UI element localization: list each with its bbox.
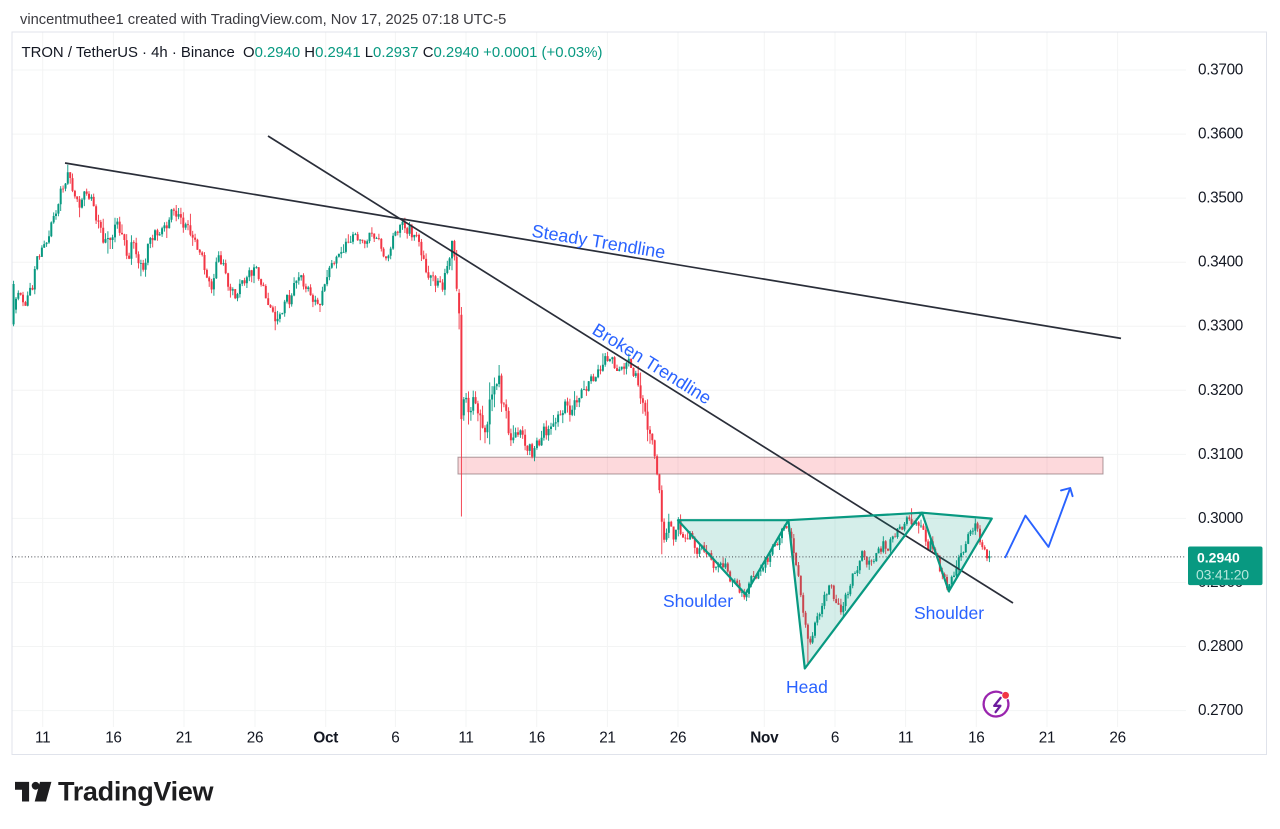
- svg-text:21: 21: [599, 730, 615, 747]
- svg-text:0.3000: 0.3000: [1198, 510, 1243, 527]
- svg-text:TRON / TetherUS · 4h · Binance: TRON / TetherUS · 4h · Binance O0.2940 H…: [22, 45, 603, 61]
- svg-text:Head: Head: [786, 677, 828, 697]
- svg-text:0.3200: 0.3200: [1198, 382, 1243, 399]
- svg-text:0.2800: 0.2800: [1198, 638, 1243, 655]
- svg-text:03:41:20: 03:41:20: [1196, 567, 1249, 583]
- svg-text:TradingView: TradingView: [58, 777, 215, 807]
- svg-text:11: 11: [35, 730, 50, 747]
- svg-text:26: 26: [1109, 730, 1125, 747]
- svg-text:21: 21: [1039, 730, 1055, 747]
- svg-text:26: 26: [670, 730, 686, 747]
- svg-text:0.3100: 0.3100: [1198, 446, 1243, 463]
- svg-text:vincentmuthee1 created with Tr: vincentmuthee1 created with TradingView.…: [20, 12, 506, 28]
- svg-text:Nov: Nov: [750, 730, 779, 747]
- svg-text:Oct: Oct: [313, 730, 338, 747]
- svg-text:26: 26: [247, 730, 263, 747]
- svg-text:Shoulder: Shoulder: [663, 591, 733, 611]
- svg-text:6: 6: [391, 730, 399, 747]
- svg-text:0.3600: 0.3600: [1198, 126, 1243, 143]
- svg-text:0.3700: 0.3700: [1198, 62, 1243, 79]
- svg-text:16: 16: [968, 730, 984, 747]
- svg-text:0.3300: 0.3300: [1198, 318, 1243, 335]
- svg-text:0.3400: 0.3400: [1198, 254, 1243, 271]
- svg-text:0.2940: 0.2940: [1197, 550, 1240, 566]
- svg-text:11: 11: [458, 730, 473, 747]
- svg-text:Shoulder: Shoulder: [914, 603, 984, 623]
- svg-text:0.2700: 0.2700: [1198, 702, 1243, 719]
- svg-text:21: 21: [176, 730, 192, 747]
- svg-text:0.3500: 0.3500: [1198, 190, 1243, 207]
- svg-text:6: 6: [831, 730, 839, 747]
- svg-text:16: 16: [105, 730, 121, 747]
- svg-text:16: 16: [528, 730, 544, 747]
- svg-text:11: 11: [898, 730, 913, 747]
